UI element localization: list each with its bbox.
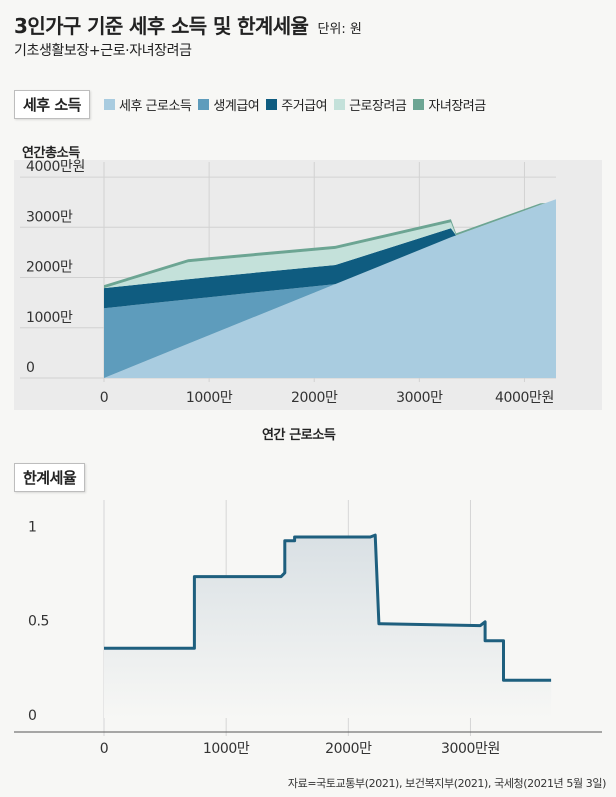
area-work-incentive <box>104 199 556 289</box>
legend-swatch-work-incentive <box>334 99 346 110</box>
x-tick-label: 0 <box>100 390 109 406</box>
y-tick-label: 0 <box>26 360 35 376</box>
source-note: 자료=국토교통부(2021), 보건복지부(2021), 국세청(2021년 5… <box>287 777 606 790</box>
legend-label-after-tax: 세후 근로소득 <box>119 99 192 114</box>
y-axis-label: 연간총소득 <box>22 146 80 161</box>
legend: 세후 근로소득 생계급여 주거급여 근로장려금 자녀장려금 <box>104 95 486 114</box>
marginal-rate-fill <box>104 535 552 718</box>
legend-item-work-incentive: 근로장려금 <box>334 95 407 114</box>
panel2-title: 한계세율 <box>14 463 86 492</box>
y-tick-label: 4000만원 <box>26 159 85 175</box>
legend-label-housing: 주거급여 <box>281 99 328 114</box>
area-after-tax-income <box>104 199 556 378</box>
marginal-rate-line <box>104 533 552 682</box>
x-axis-label: 연간 근로소득 <box>262 428 336 443</box>
legend-item-child-incentive: 자녀장려금 <box>413 95 486 114</box>
y2-tick-label: 0.5 <box>28 614 49 630</box>
legend-swatch-livelihood <box>198 99 210 110</box>
legend-swatch-after-tax <box>104 99 115 110</box>
x2-tick-label: 0 <box>100 741 109 757</box>
x-tick-label: 3000만 <box>396 390 443 406</box>
x-tick-label: 2000만 <box>291 390 338 406</box>
chart-subtitle: 기초생활보장+근로·자녀장려금 <box>14 43 192 59</box>
x2-tick-label: 1000만 <box>203 741 250 757</box>
y-tick-label: 2000만 <box>26 260 73 276</box>
x-tick-label: 1000만 <box>186 390 233 406</box>
x2-tick-label: 3000만원 <box>441 741 500 757</box>
legend-swatch-housing <box>266 99 278 110</box>
panel1-title: 세후 소득 <box>14 90 90 119</box>
legend-label-child-incentive: 자녀장려금 <box>428 99 486 114</box>
area-child-incentive <box>104 199 556 289</box>
y2-tick-label: 1 <box>28 519 37 535</box>
legend-label-work-incentive: 근로장려금 <box>349 99 407 114</box>
legend-item-housing: 주거급여 <box>266 95 328 114</box>
y2-tick-label: 0 <box>28 708 37 724</box>
unit-text: 단위: 원 <box>317 22 362 37</box>
legend-item-livelihood: 생계급여 <box>198 95 260 114</box>
x2-tick-label: 2000만 <box>325 741 372 757</box>
y-tick-label: 1000만 <box>26 310 73 326</box>
y-tick-label: 3000만 <box>26 209 73 225</box>
title-text: 3인가구 기준 세후 소득 및 한계세율 <box>14 14 309 38</box>
legend-item-after-tax: 세후 근로소득 <box>104 95 192 114</box>
area-housing-benefit <box>104 199 556 309</box>
legend-swatch-child-incentive <box>413 99 425 110</box>
x-tick-label: 4000만원 <box>495 390 554 406</box>
chart-title: 3인가구 기준 세후 소득 및 한계세율 단위: 원 <box>14 10 362 39</box>
legend-label-livelihood: 생계급여 <box>213 99 260 114</box>
